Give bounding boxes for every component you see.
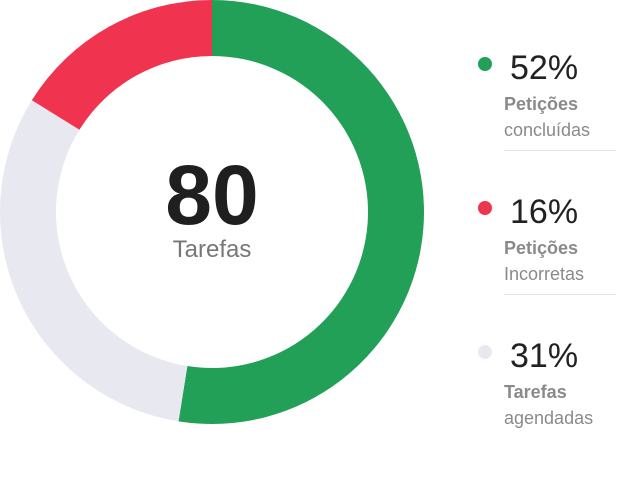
legend-item-concluidas: 52% Petições concluídas: [470, 44, 618, 188]
legend-subtitle: agendadas: [504, 408, 594, 428]
legend-title: Petições: [504, 238, 579, 258]
donut-slice-incorretas: [31, 0, 212, 130]
legend-subtitle: concluídas: [504, 120, 591, 140]
donut-chart: 80 Tarefas: [0, 0, 424, 424]
legend-percent: 31%: [510, 337, 579, 375]
legend-percent: 52%: [510, 49, 579, 87]
legend-dot-green: [478, 57, 492, 71]
legend-title: Tarefas: [504, 382, 567, 402]
legend-dot-red: [478, 201, 492, 215]
legend-dot-gray: [478, 345, 492, 359]
legend: 52% Petições concluídas 16% Petições Inc…: [470, 44, 618, 476]
donut-svg: [0, 0, 424, 424]
donut-slice-concluídas: [178, 0, 424, 424]
legend-percent: 16%: [510, 193, 579, 231]
total-label: Tarefas: [172, 236, 252, 263]
donut-slice-agendadas: [0, 100, 188, 422]
legend-item-incorretas: 16% Petições Incorretas: [470, 188, 618, 332]
legend-divider: [504, 294, 616, 295]
legend-title: Petições: [504, 94, 579, 114]
total-value: 80: [165, 148, 259, 242]
legend-subtitle: Incorretas: [504, 264, 585, 284]
legend-item-agendadas: 31% Tarefas agendadas: [470, 332, 618, 476]
legend-divider: [504, 150, 616, 151]
